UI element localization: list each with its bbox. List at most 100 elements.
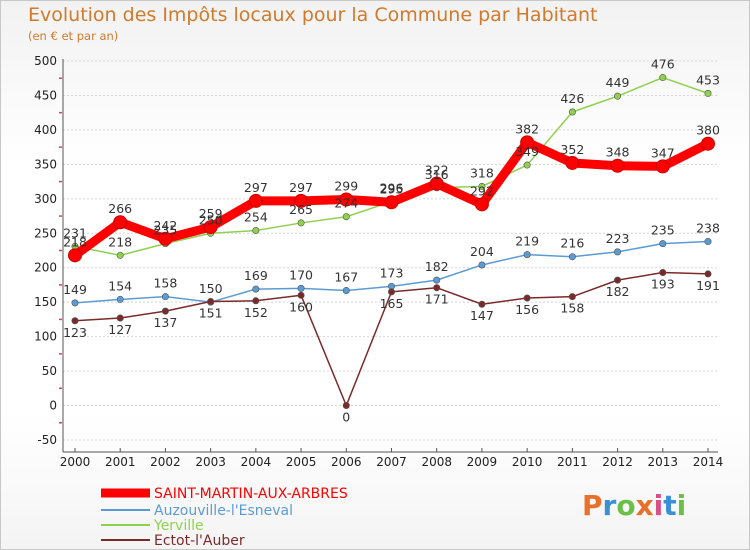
data-point [203, 220, 218, 235]
x-tick-label: 2004 [241, 455, 272, 469]
data-point [116, 295, 124, 303]
data-label: 147 [470, 308, 494, 323]
logo-letter: i [653, 489, 664, 522]
y-tick-label: -50 [37, 433, 57, 447]
x-tick-label: 2001 [105, 455, 136, 469]
y-tick-label: 500 [34, 54, 57, 68]
data-label: 316 [425, 167, 449, 182]
x-tick-label: 2008 [421, 455, 452, 469]
data-point [342, 286, 350, 294]
data-point [659, 74, 667, 82]
data-point [252, 285, 260, 293]
data-label: 476 [651, 57, 675, 72]
y-tick-label: 200 [34, 261, 57, 275]
data-point [478, 182, 486, 190]
x-tick-label: 2009 [467, 455, 498, 469]
data-label: 242 [153, 218, 177, 233]
data-point [523, 161, 531, 169]
data-point [207, 297, 215, 305]
data-point [71, 299, 79, 307]
data-label: 218 [63, 234, 87, 249]
data-label: 158 [560, 301, 584, 316]
logo-letter: P [582, 489, 603, 522]
data-label: 449 [606, 75, 630, 90]
data-point [523, 294, 531, 302]
logo-letter: i [676, 489, 687, 522]
data-point [568, 108, 576, 116]
data-label: 169 [244, 268, 268, 283]
legend-label: Ectot-l'Auber [154, 533, 245, 549]
x-tick-label: 2007 [376, 455, 407, 469]
x-tick-label: 2012 [602, 455, 633, 469]
y-tick-label: 100 [34, 330, 57, 344]
data-label: 167 [334, 269, 358, 284]
data-label: 158 [153, 276, 177, 291]
data-point [116, 314, 124, 322]
logo-letter: r [602, 489, 617, 522]
data-point [297, 284, 305, 292]
data-label: 170 [289, 267, 313, 282]
data-label: 254 [244, 210, 268, 225]
data-label: 297 [289, 180, 313, 195]
data-point [71, 317, 79, 325]
data-label: 137 [153, 315, 177, 330]
data-label: 218 [108, 234, 132, 249]
data-label: 259 [199, 206, 223, 221]
logo-letter: o [616, 489, 636, 522]
data-label: 231 [63, 225, 87, 240]
chart-title: Evolution des Impôts locaux pour la Comm… [28, 4, 598, 26]
data-label: 223 [606, 231, 630, 246]
data-label: 149 [63, 282, 87, 297]
y-tick-label: 350 [34, 157, 57, 171]
data-label: 235 [651, 223, 675, 238]
data-label: 299 [334, 179, 358, 194]
data-point [384, 195, 399, 210]
x-tick-label: 2006 [331, 455, 362, 469]
data-label: 274 [334, 196, 358, 211]
data-label: 151 [199, 305, 223, 320]
data-point [701, 136, 715, 151]
data-label: 123 [63, 325, 87, 340]
data-point [429, 176, 444, 191]
data-label: 204 [470, 244, 494, 259]
data-label: 292 [470, 183, 494, 198]
data-label: 296 [380, 181, 404, 196]
data-label: 165 [380, 296, 404, 311]
data-label: 318 [470, 165, 494, 180]
data-point [339, 192, 354, 207]
data-point [294, 193, 309, 208]
data-label: 154 [108, 278, 132, 293]
x-tick-label: 2010 [512, 455, 543, 469]
data-label: 182 [606, 284, 630, 299]
data-label: 426 [560, 91, 584, 106]
data-point [523, 251, 531, 259]
data-point [565, 155, 580, 170]
data-point [655, 159, 670, 174]
data-point [433, 284, 441, 292]
y-tick-label: 150 [34, 295, 57, 309]
data-point [297, 219, 305, 227]
data-point [478, 300, 486, 308]
x-tick-label: 2014 [693, 455, 724, 469]
x-tick-label: 2002 [150, 455, 181, 469]
data-point [704, 89, 712, 97]
legend-label: Auzouville-l'Esneval [154, 503, 293, 519]
data-point [568, 293, 576, 301]
x-tick-label: 2005 [286, 455, 317, 469]
data-point [158, 231, 173, 246]
data-point [342, 402, 350, 410]
data-point [248, 193, 263, 208]
data-point [610, 158, 625, 173]
data-point [704, 238, 712, 246]
y-tick-label: 400 [34, 123, 57, 137]
data-point [704, 270, 712, 278]
data-point [252, 297, 260, 305]
data-label: 127 [108, 322, 132, 337]
y-tick-label: 50 [42, 364, 57, 378]
y-tick-label: 0 [49, 399, 57, 413]
data-label: 347 [651, 145, 675, 160]
data-point [161, 293, 169, 301]
data-point [252, 227, 260, 235]
data-label: 266 [108, 201, 132, 216]
